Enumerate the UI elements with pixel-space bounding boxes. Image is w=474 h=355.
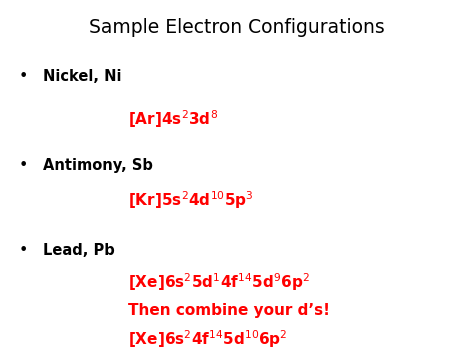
Text: Lead, Pb: Lead, Pb: [43, 243, 114, 258]
Text: [Xe]6s$^2$5d$^1$4f$^{14}$5d$^9$6p$^2$: [Xe]6s$^2$5d$^1$4f$^{14}$5d$^9$6p$^2$: [128, 271, 310, 293]
Text: Nickel, Ni: Nickel, Ni: [43, 69, 121, 84]
Text: [Kr]5s$^2$4d$^{10}$5p$^3$: [Kr]5s$^2$4d$^{10}$5p$^3$: [128, 190, 254, 212]
Text: [Ar]4s$^2$3d$^8$: [Ar]4s$^2$3d$^8$: [128, 108, 218, 130]
Text: Sample Electron Configurations: Sample Electron Configurations: [89, 18, 385, 37]
Text: •: •: [19, 69, 28, 84]
Text: •: •: [19, 243, 28, 258]
Text: Then combine your d’s!: Then combine your d’s!: [128, 303, 330, 318]
Text: [Xe]6s$^2$4f$^{14}$5d$^{10}$6p$^2$: [Xe]6s$^2$4f$^{14}$5d$^{10}$6p$^2$: [128, 328, 288, 350]
Text: •: •: [19, 158, 28, 173]
Text: Antimony, Sb: Antimony, Sb: [43, 158, 153, 173]
